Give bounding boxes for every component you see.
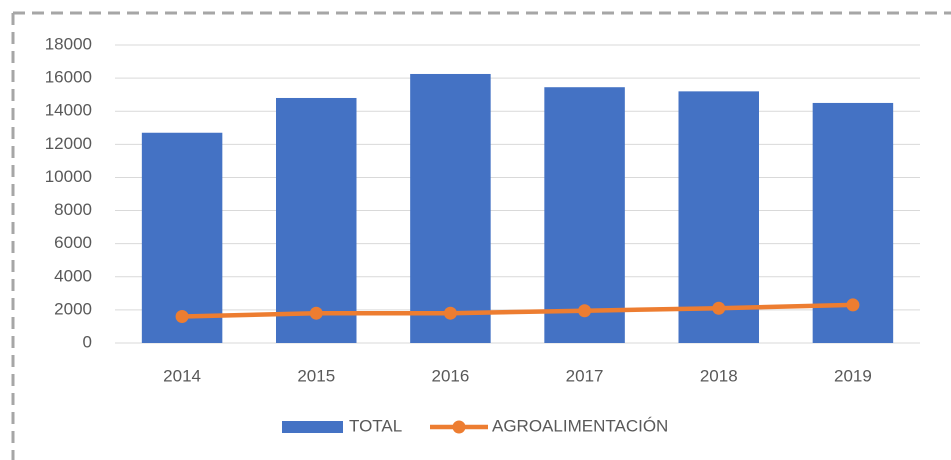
x-tick-label: 2015 [297, 366, 335, 385]
line-marker [712, 301, 726, 315]
bar [544, 87, 625, 343]
y-tick-label: 6000 [54, 233, 92, 252]
line-marker [309, 306, 323, 320]
y-tick-label: 8000 [54, 200, 92, 219]
y-tick-label: 12000 [45, 134, 92, 153]
bar [276, 97, 357, 343]
legend-label: TOTAL [349, 416, 402, 435]
x-tick-label: 2014 [163, 366, 201, 385]
line-marker [175, 310, 189, 324]
x-tick-label: 2017 [566, 366, 604, 385]
line-marker [578, 304, 592, 318]
bar [410, 73, 491, 343]
y-tick-label: 10000 [45, 167, 92, 186]
y-tick-label: 4000 [54, 266, 92, 285]
y-tick-label: 0 [83, 332, 92, 351]
y-tick-label: 2000 [54, 299, 92, 318]
legend-swatch-marker [452, 420, 466, 434]
y-tick-label: 18000 [45, 34, 92, 53]
line-marker [846, 298, 860, 312]
legend-swatch [282, 421, 343, 433]
x-tick-label: 2019 [834, 366, 872, 385]
bar [678, 91, 759, 343]
y-tick-label: 16000 [45, 68, 92, 87]
bar [141, 132, 223, 343]
line-marker [443, 306, 457, 320]
line [179, 302, 856, 319]
x-tick-label: 2016 [432, 366, 470, 385]
legend-label: AGROALIMENTACIÓN [492, 416, 668, 435]
x-tick-label: 2018 [700, 366, 738, 385]
y-tick-label: 14000 [45, 101, 92, 120]
